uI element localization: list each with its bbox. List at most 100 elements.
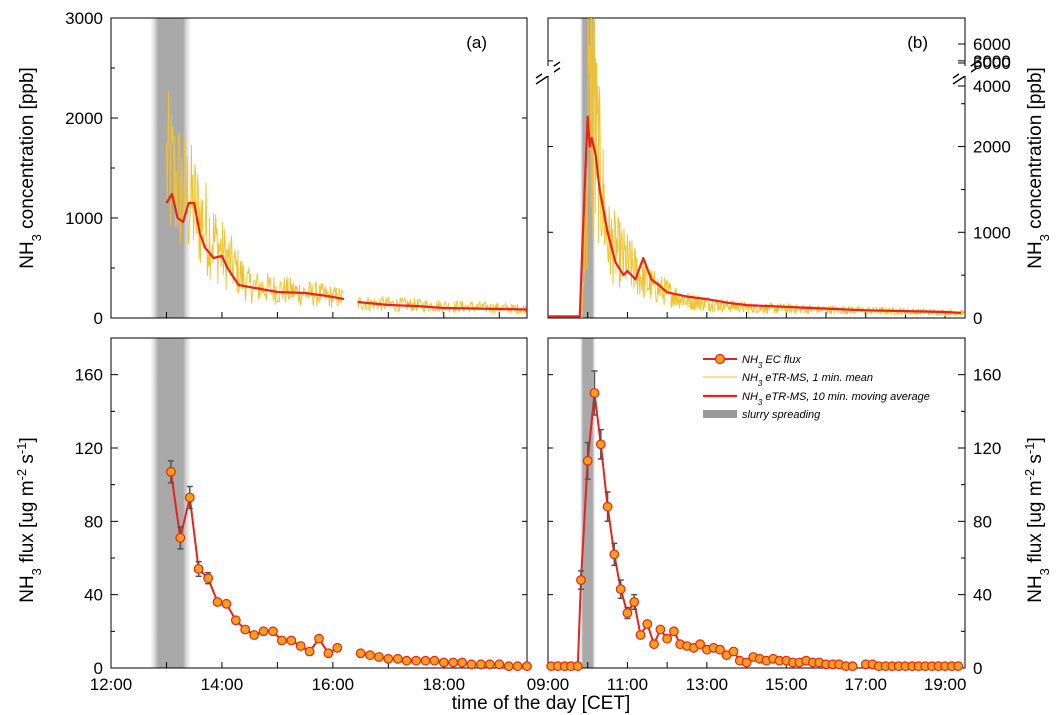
flux-point [494, 659, 505, 670]
y-tick-label: 160 [75, 366, 103, 385]
flux-point [503, 661, 514, 672]
flux-point [466, 659, 477, 670]
series-average-line [357, 300, 528, 311]
flux-point [374, 652, 384, 662]
flux-point [295, 641, 306, 651]
y-tick-label: 40 [84, 586, 103, 605]
flux-point [332, 642, 343, 653]
plot-frame [547, 337, 966, 669]
plot-frame [110, 337, 528, 669]
y-tick-label: 40 [973, 586, 992, 605]
flux-point [953, 661, 964, 672]
xlabel: time of the day [CET] [452, 693, 630, 714]
flux-point [268, 626, 278, 637]
y-tick-label: 80 [973, 512, 992, 531]
y-tick-label: 2000 [65, 109, 103, 128]
flux-point [615, 584, 626, 595]
plot-frame [547, 17, 966, 319]
ylabel-flux-left: NH3 flux [ug m-2 s-1] [14, 437, 44, 603]
ylabel-concentration-right: NH3 concentration [ppb] [1025, 67, 1052, 269]
flux-point [741, 657, 752, 668]
spreading-band [149, 338, 192, 668]
x-tick-label: 19:00 [924, 675, 967, 694]
flux-point [240, 624, 251, 635]
flux-point [642, 619, 653, 629]
legend: NH3 EC flux NH3 eTR-MS, 1 min. mean NH3 … [703, 353, 930, 421]
panel-a-flux: 0 40 80 120 160 12:00 14:00 16:00 18:00 [75, 337, 532, 694]
series-flux-line [169, 471, 338, 655]
x-tick-label: 09:00 [527, 675, 570, 694]
x-tick-label: 14:00 [201, 675, 244, 694]
legend-swatch-spreading [703, 410, 737, 418]
y-break-tick-label: 5000 [973, 54, 1011, 73]
y-tick-label: 3000 [65, 9, 103, 28]
flux-point [258, 626, 269, 637]
flux-point [728, 646, 739, 657]
x-tick-label: 18:00 [423, 675, 466, 694]
series-raw-line [581, 17, 965, 319]
y-tick-label: 3000 [973, 52, 1011, 71]
series-raw-line [357, 296, 527, 316]
ylabel-flux-right: NH3 flux [ug m-2 s-1] [1022, 437, 1052, 603]
flux-point [365, 650, 375, 661]
flux-point [193, 564, 204, 574]
flux-point [669, 626, 679, 637]
y-break-tick-label: 6000 [973, 35, 1011, 54]
axis-break-gap [542, 66, 554, 76]
flux-point [655, 624, 666, 635]
y-tick-label: 160 [973, 366, 1001, 385]
legend-label-spreading: slurry spreading [742, 409, 821, 421]
flux-point [304, 646, 315, 657]
flux-point [286, 635, 297, 646]
legend-label-avg: NH3 eTR-MS, 10 min. moving average [742, 391, 930, 407]
flux-point [314, 633, 324, 644]
flux-point [203, 573, 214, 584]
y-tick-label: 2000 [973, 138, 1011, 157]
axis-break-gap [959, 66, 971, 76]
legend-label-raw: NH3 eTR-MS, 1 min. mean [742, 372, 873, 388]
y-tick-label: 1000 [973, 223, 1011, 242]
flux-point [522, 661, 532, 672]
flux-point [595, 439, 606, 450]
flux-point [411, 655, 422, 666]
flux-point [649, 639, 659, 650]
x-tick-label: 11:00 [607, 675, 648, 694]
x-tick-label: 17:00 [844, 675, 887, 694]
panel-b-tag: (b) [907, 33, 928, 52]
flux-point [355, 648, 366, 659]
flux-point [383, 653, 394, 664]
panel-a-concentration: 0 1000 2000 3000 [65, 9, 528, 328]
series-average-line [165, 192, 345, 301]
flux-point [175, 532, 186, 543]
flux-point [512, 661, 523, 672]
flux-point [249, 630, 260, 640]
flux-point [276, 635, 287, 646]
legend-marker-flux [714, 353, 726, 365]
flux-point [602, 501, 613, 512]
flux-point [401, 655, 412, 666]
flux-point [695, 639, 705, 650]
y-tick-label: 80 [84, 512, 103, 531]
flux-point [165, 466, 176, 477]
legend-label-flux: NH3 EC flux [742, 354, 801, 370]
x-tick-label: 16:00 [312, 675, 355, 694]
y-tick-label: 1000 [65, 209, 103, 228]
y-tick-label: 0 [94, 309, 103, 328]
y-tick-label: 0 [94, 659, 103, 678]
flux-point [448, 657, 459, 668]
flux-point [582, 455, 593, 466]
y-tick-label: 0 [973, 309, 982, 328]
flux-point [392, 653, 403, 664]
flux-point [635, 630, 646, 640]
series-raw-line [166, 90, 344, 308]
x-tick-label: 15:00 [765, 675, 808, 694]
flux-point [438, 657, 449, 668]
y-break-tick-label: 4000 [973, 77, 1011, 96]
ylabel-concentration-left: NH3 concentration [ppb] [17, 67, 44, 269]
flux-point [629, 597, 640, 607]
flux-point [429, 655, 440, 666]
panel-a-tag: (a) [466, 33, 487, 52]
panel-b-flux: 0 40 80 120 160 09:00 11:00 13:00 15:00 17:00 19:0… [527, 337, 1001, 694]
